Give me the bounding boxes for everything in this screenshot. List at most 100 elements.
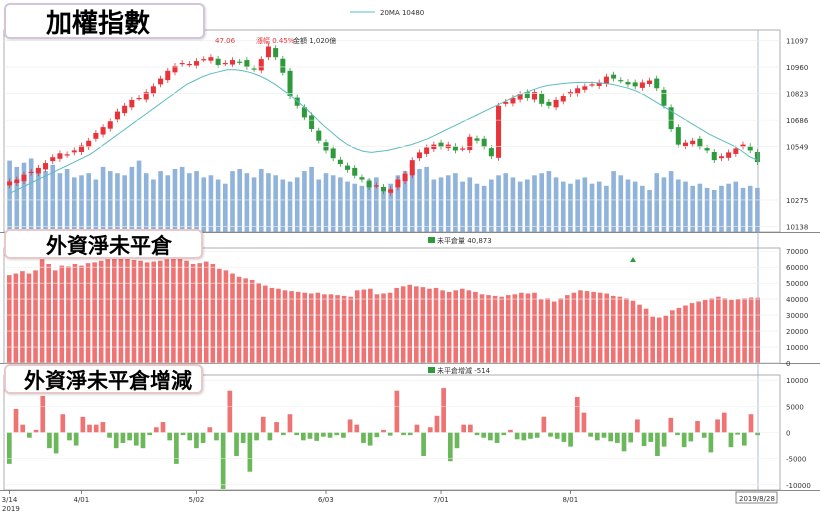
x-tick-label: 4/01 (74, 496, 90, 504)
oi-bar (46, 263, 51, 363)
oi-change-bar (321, 432, 326, 437)
oi-change-bar (394, 390, 400, 433)
oi-change-bar (200, 432, 206, 443)
oi-change-bar (227, 390, 233, 433)
candle-body (618, 80, 624, 82)
oi-bar (440, 290, 445, 363)
oi-bar (650, 316, 655, 363)
candle-body (57, 153, 63, 159)
volume-bar (632, 181, 638, 232)
oi-bar (525, 293, 531, 363)
oi-bar (512, 294, 518, 363)
oi-bar (184, 260, 189, 363)
candle-body (380, 186, 387, 192)
candle-body (129, 99, 135, 108)
volume-bar (223, 183, 228, 232)
oi-bar (722, 298, 728, 363)
oi-bar (683, 305, 688, 363)
oi-bar (545, 298, 550, 363)
oi-bar (52, 270, 58, 363)
volume-bar (352, 183, 358, 232)
oi-bar (742, 298, 747, 363)
oi-change-bar (294, 432, 299, 436)
candle-body (71, 150, 77, 153)
candle-body (611, 74, 617, 79)
oi-bar (597, 292, 603, 363)
volume-bar (330, 175, 336, 232)
candle-body (208, 57, 214, 61)
oi-bar (709, 298, 715, 363)
candle-body (50, 157, 56, 162)
oi-bar (197, 263, 202, 363)
candle-body (330, 148, 336, 159)
candle-body (754, 151, 760, 163)
oi-change-bar (174, 432, 179, 464)
oi-bar (374, 294, 380, 363)
oi-change-bar (668, 417, 674, 433)
oi-bar (453, 290, 459, 363)
oi-bar (551, 301, 557, 363)
oi-bar (459, 288, 465, 363)
oi-bar (92, 262, 97, 363)
oi-change-bar (675, 432, 680, 436)
volume-bar (374, 177, 379, 232)
candle-body (114, 111, 120, 120)
oi-bar (729, 299, 734, 363)
candle-body (510, 97, 516, 104)
volume-bar (503, 173, 509, 232)
candle-body (323, 142, 329, 151)
oi-change-legend-swatch (428, 367, 435, 373)
oi-bar (656, 317, 662, 363)
oi-change-bar (454, 432, 460, 449)
volume-bar (179, 166, 185, 232)
volume-bar (158, 171, 163, 232)
candle-body (258, 59, 264, 71)
oi-change-bar (447, 432, 453, 462)
volume-bar (36, 169, 41, 232)
volume-bar (294, 177, 300, 232)
volume-bar (302, 171, 307, 232)
oi-bar (689, 303, 695, 363)
oi-tick-label: 10000 (786, 344, 808, 352)
date-box (735, 491, 778, 504)
volume-bar (726, 183, 731, 232)
oi-change-bar (153, 427, 159, 433)
oi-panel-tag: 外資淨未平倉 (4, 229, 203, 259)
candle-body (661, 89, 667, 106)
oi-change-bar (167, 432, 173, 441)
oi-change-bar (274, 422, 279, 433)
volume-bar (43, 171, 48, 232)
oi-change-bar (93, 424, 99, 433)
candle-body (229, 60, 236, 65)
volume-bar (172, 169, 178, 232)
volume-bar (381, 190, 386, 232)
oi-change-bar (628, 432, 634, 443)
candle-body (546, 101, 552, 106)
oi-change-bar (568, 432, 573, 447)
volume-bar (345, 181, 350, 232)
oi-bar (236, 276, 242, 363)
oi-change-bar (7, 432, 12, 464)
volume-bar (568, 183, 573, 232)
oi-change-bar (367, 432, 373, 446)
volume-bar (589, 183, 595, 232)
volume-bar (697, 183, 703, 232)
volume-bar (194, 171, 199, 232)
candle-body (733, 148, 739, 154)
volume-bar (640, 185, 645, 232)
oi-tick-label: 60000 (786, 264, 808, 272)
volume-bar (323, 173, 329, 232)
candle-body (560, 96, 566, 102)
candle-body (150, 86, 156, 94)
volume-bar (546, 171, 552, 232)
oi-change-bar (534, 432, 540, 438)
volume-bar (165, 175, 171, 232)
candle-body (531, 92, 538, 100)
oi-change-bar (601, 432, 607, 438)
candle-body (280, 58, 286, 73)
candle-body (416, 152, 422, 159)
oi-change-bar (347, 419, 353, 433)
volume-bar (582, 177, 588, 232)
oi-change-bar (661, 432, 667, 447)
